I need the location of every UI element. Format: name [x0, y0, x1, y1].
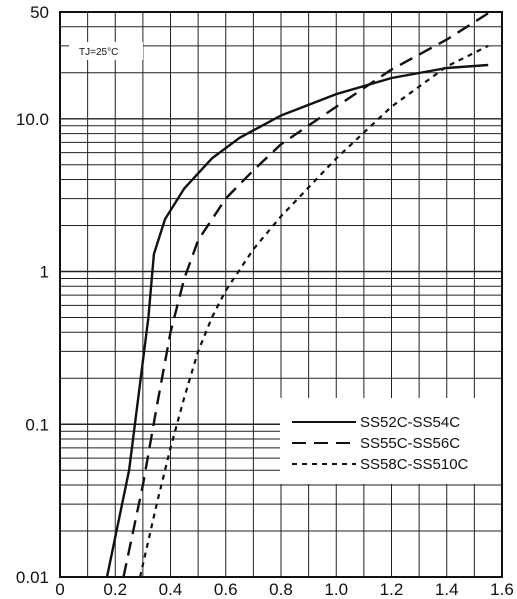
y-tick-label: 10.0	[16, 110, 49, 129]
series-line-3	[139, 44, 489, 578]
y-tick-label: 0.1	[25, 415, 49, 434]
series-line-1	[105, 63, 489, 578]
series-line-2	[122, 12, 489, 578]
y-tick-label: 50	[30, 3, 49, 22]
x-tick-label: 1.2	[380, 580, 404, 599]
tick-labels: 0 0.2 0.4 0.6 0.8 1.0 1.2 1.4 1.6 0.01 0.1 1 10.0 50	[16, 3, 514, 599]
legend-box	[280, 398, 502, 484]
x-tick-label: 0.8	[269, 580, 293, 599]
x-tick-label: 1.6	[490, 580, 514, 599]
x-tick-label: 1.0	[324, 580, 348, 599]
y-tick-label: 0.01	[16, 568, 49, 587]
plot-frame	[59, 11, 503, 578]
temperature-annotation: TJ=25°C	[79, 47, 118, 58]
annotation-background	[69, 42, 143, 60]
x-tick-label: 0.4	[159, 580, 183, 599]
x-tick-label: 0.6	[214, 580, 238, 599]
grid	[60, 12, 502, 577]
legend: SS52C-SS54C SS55C-SS56C SS58C-SS510C	[292, 414, 469, 473]
legend-label-3: SS58C-SS510C	[360, 456, 469, 473]
x-tick-label: 0	[55, 580, 64, 599]
legend-label-1: SS52C-SS54C	[360, 414, 460, 431]
x-tick-label: 1.4	[435, 580, 459, 599]
legend-label-2: SS55C-SS56C	[360, 435, 460, 452]
x-tick-label: 0.2	[103, 580, 127, 599]
y-tick-label: 1	[40, 263, 49, 282]
curves	[105, 12, 489, 578]
